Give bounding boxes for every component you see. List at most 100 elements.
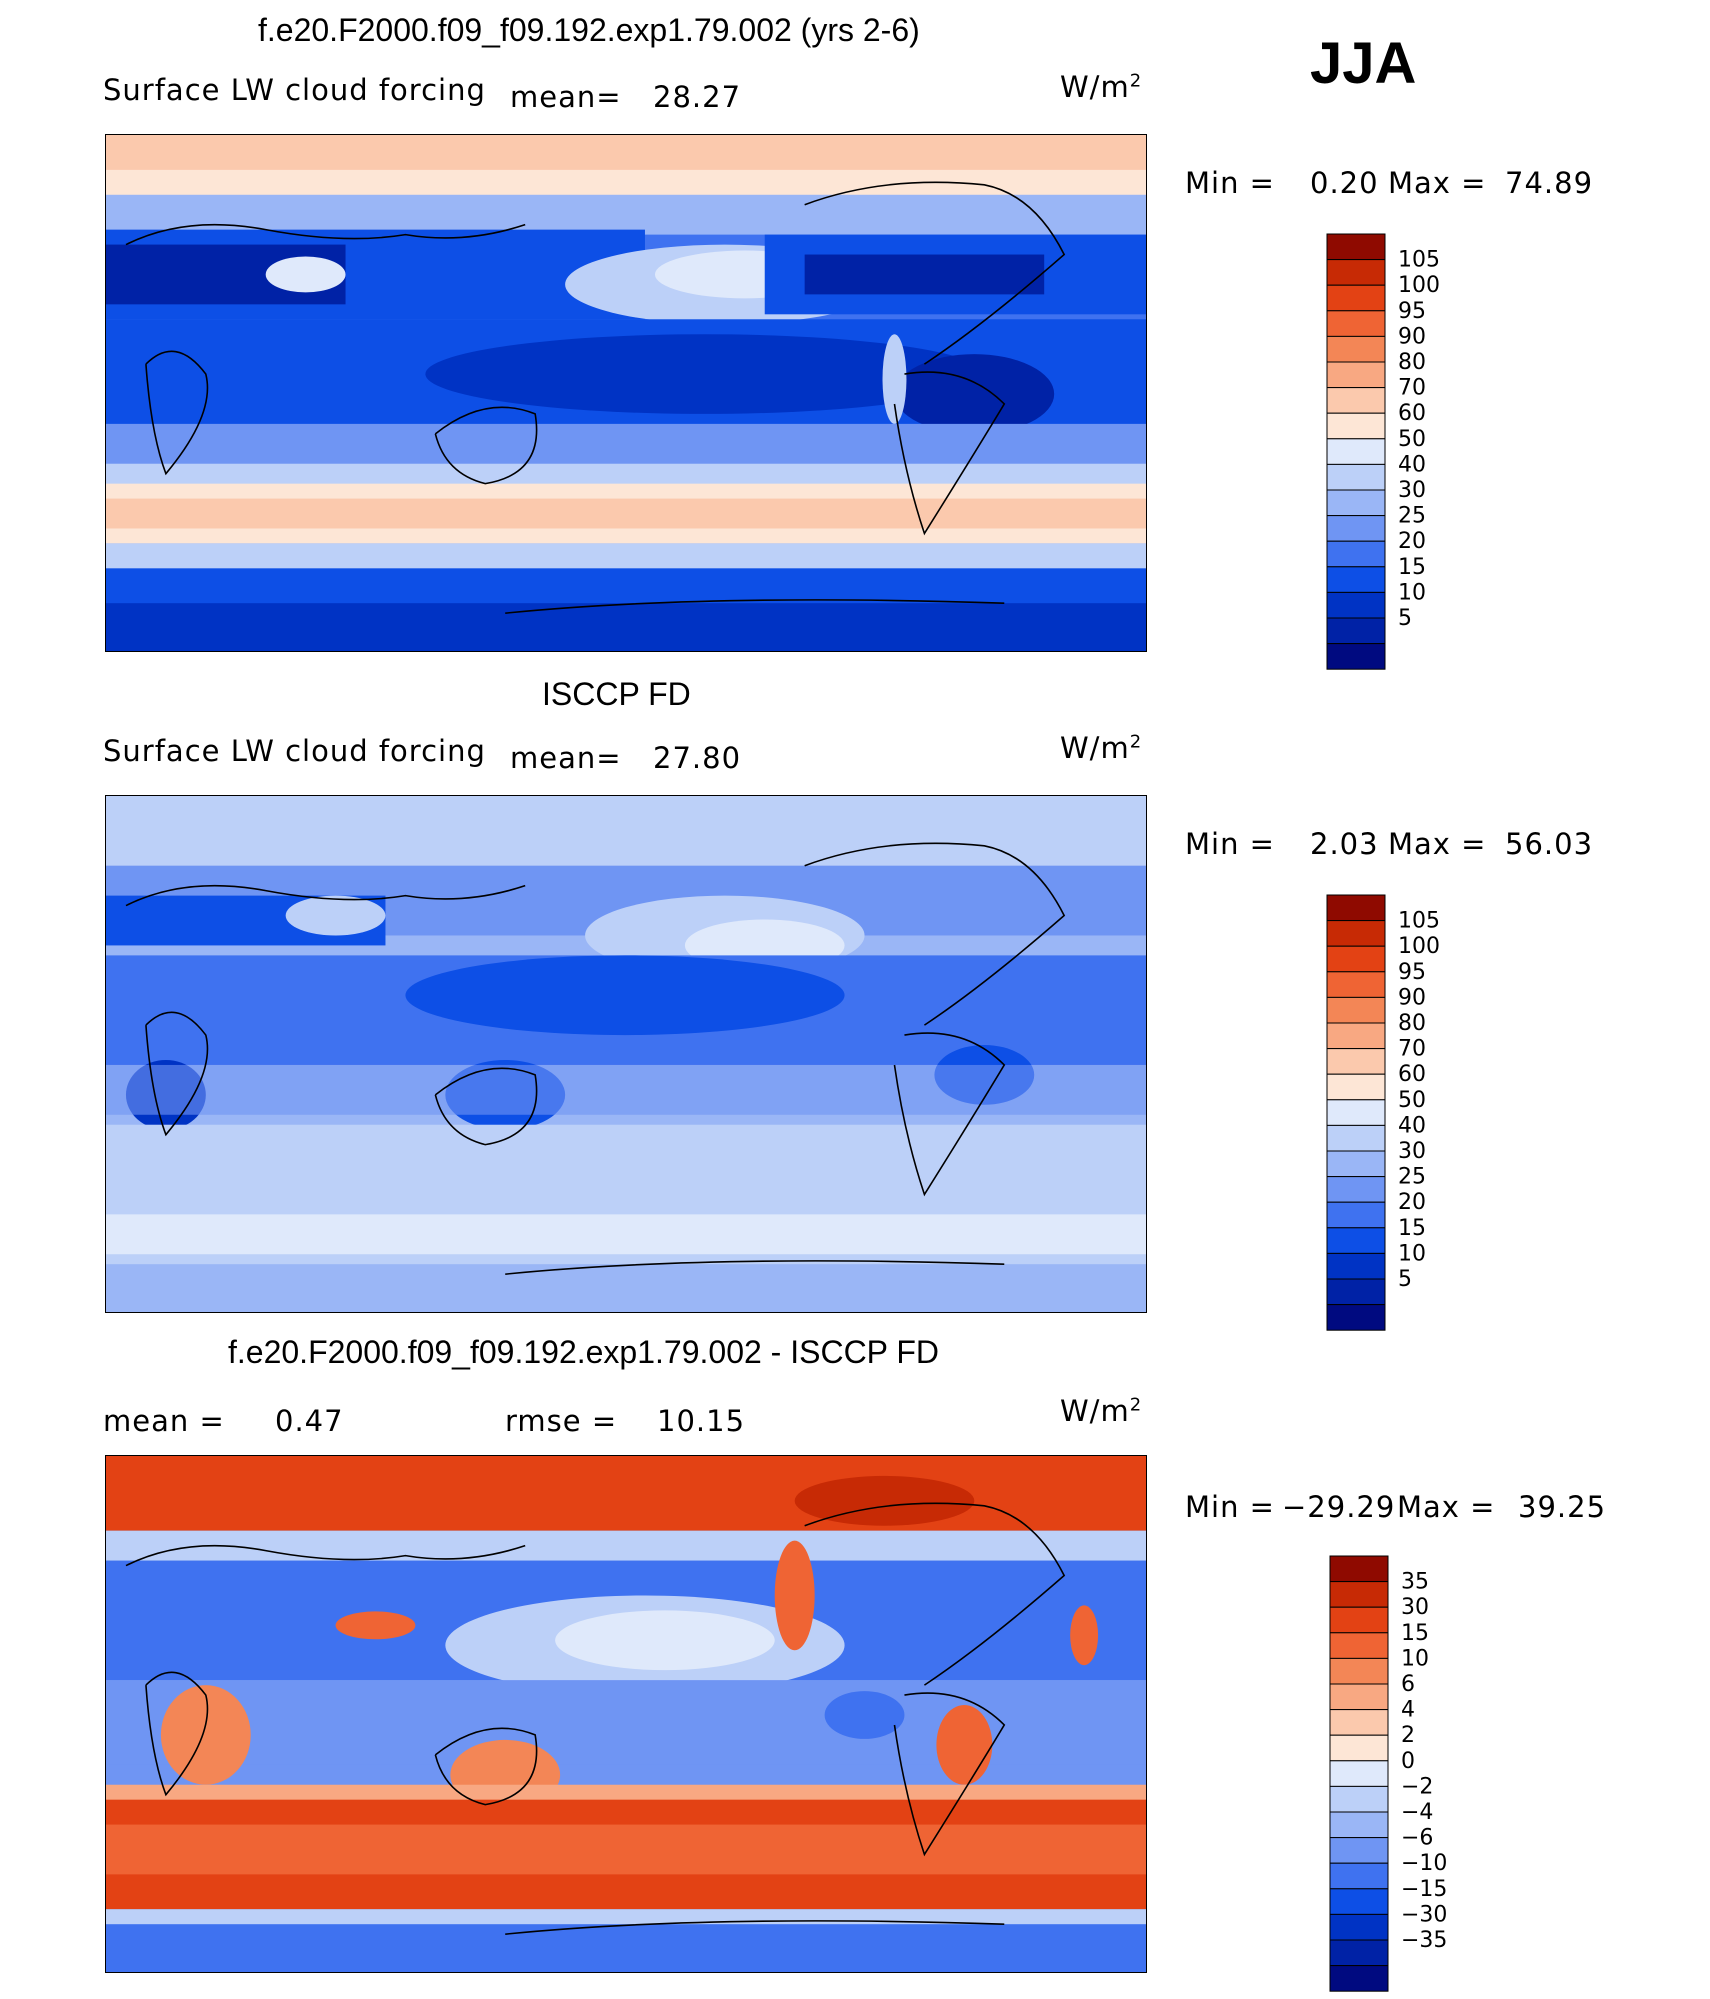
panel1-units: W/m2: [1060, 70, 1143, 104]
colorbar-swatch: [1326, 894, 1386, 922]
panel1-title: f.e20.F2000.f09_f09.192.exp1.79.002 (yrs…: [258, 12, 920, 48]
colorbar-swatch: [1329, 1657, 1389, 1685]
colorbar-swatch: [1326, 438, 1386, 465]
panel2-units: W/m2: [1060, 731, 1143, 765]
colorbar-tick-label: 80: [1398, 350, 1426, 375]
colorbar-tick-label: 10: [1398, 1241, 1426, 1266]
colorbar-swatch: [1326, 1022, 1386, 1050]
colorbar-swatch: [1326, 1304, 1386, 1331]
colorbar-tick-label: −2: [1401, 1774, 1433, 1799]
colorbar-tick-label: 10: [1401, 1646, 1429, 1671]
colorbar-swatch: [1326, 310, 1386, 337]
colorbar-tick-label: 15: [1401, 1621, 1429, 1646]
colorbar-swatch: [1326, 1227, 1386, 1254]
panel2-max-label: Max =: [1388, 827, 1487, 861]
panel3-rmse-value: 10.15: [657, 1404, 746, 1438]
colorbar-tick-label: 50: [1398, 427, 1426, 452]
panel1-max-value: 74.89: [1505, 166, 1594, 200]
colorbar-swatch: [1329, 1862, 1389, 1890]
colorbar-tick-label: 40: [1398, 1113, 1426, 1138]
panel3-min-value: −29.29: [1282, 1490, 1396, 1524]
colorbar-swatch: [1326, 489, 1386, 517]
colorbar-tick-label: 5: [1398, 606, 1412, 631]
colorbar-tick-label: 40: [1398, 452, 1426, 477]
colorbar-tick-label: 20: [1398, 529, 1426, 554]
colorbar-swatch: [1326, 540, 1386, 568]
panel2-map: [105, 795, 1147, 1313]
panel2-mean-label: mean=: [510, 741, 622, 775]
colorbar-swatch: [1326, 971, 1386, 998]
panel1-mean-value: 28.27: [653, 80, 742, 114]
panel2-map-svg: [106, 796, 1146, 1312]
panel3-title: f.e20.F2000.f09_f09.192.exp1.79.002 - IS…: [228, 1334, 939, 1370]
colorbar-swatch: [1326, 284, 1386, 312]
colorbar-swatch: [1326, 591, 1386, 619]
colorbar-swatch: [1329, 1939, 1389, 1967]
colorbar-swatch: [1329, 1683, 1389, 1711]
colorbar-tick-label: 5: [1398, 1267, 1412, 1292]
colorbar-tick-label: −4: [1401, 1800, 1433, 1825]
colorbar-tick-label: 70: [1398, 376, 1426, 401]
colorbar-swatch: [1326, 515, 1386, 542]
colorbar-tick-label: 90: [1398, 985, 1426, 1010]
colorbar-swatch: [1326, 617, 1386, 645]
panel1-colorbar: 105 100 95 90 80 70 60 50 40 30 25 20 15 10 5: [1326, 233, 1476, 677]
colorbar-tick-label: 30: [1401, 1595, 1429, 1620]
colorbar-swatch: [1326, 1150, 1386, 1178]
colorbar-swatch: [1326, 566, 1386, 593]
panel1-map: [105, 134, 1147, 652]
panel2-min-label: Min =: [1185, 827, 1275, 861]
panel1-mean-label: mean=: [510, 80, 622, 114]
colorbar-swatch: [1329, 1785, 1389, 1813]
colorbar-swatch: [1329, 1734, 1389, 1762]
panel1-min-label: Min =: [1185, 166, 1275, 200]
colorbar-swatch: [1329, 1606, 1389, 1634]
colorbar-tick-label: 25: [1398, 504, 1426, 529]
panel3-rmse-label: rmse =: [505, 1404, 618, 1438]
colorbar-swatch: [1326, 1073, 1386, 1101]
colorbar-tick-label: 20: [1398, 1190, 1426, 1215]
colorbar-swatch: [1329, 1913, 1389, 1941]
panel2-title: ISCCP FD: [542, 676, 691, 712]
colorbar-tick-label: 95: [1398, 299, 1426, 324]
colorbar-swatch: [1329, 1632, 1389, 1659]
colorbar-tick-label: 80: [1398, 1011, 1426, 1036]
colorbar-swatch: [1326, 1252, 1386, 1280]
colorbar-swatch: [1326, 387, 1386, 414]
panel2-mean-value: 27.80: [653, 741, 742, 775]
panel3-min-label: Min =: [1185, 1490, 1275, 1524]
colorbar-tick-label: 15: [1398, 1216, 1426, 1241]
colorbar-tick-label: 100: [1398, 934, 1440, 959]
colorbar-swatch: [1329, 1965, 1389, 1992]
colorbar-tick-label: 90: [1398, 324, 1426, 349]
colorbar-tick-label: 60: [1398, 1062, 1426, 1087]
panel1-variable-label: Surface LW cloud forcing: [103, 73, 486, 107]
colorbar-tick-label: 60: [1398, 401, 1426, 426]
colorbar-swatch: [1326, 1124, 1386, 1152]
colorbar-swatch: [1326, 1201, 1386, 1229]
colorbar-swatch: [1326, 412, 1386, 440]
colorbar-swatch: [1329, 1811, 1389, 1839]
colorbar-swatch: [1326, 335, 1386, 363]
colorbar-swatch: [1326, 1048, 1386, 1075]
panel3-map: [105, 1455, 1147, 1973]
colorbar-swatch: [1329, 1555, 1389, 1583]
colorbar-swatch: [1329, 1888, 1389, 1915]
colorbar-tick-label: −30: [1401, 1902, 1447, 1927]
colorbar-tick-label: 10: [1398, 580, 1426, 605]
panel3-max-value: 39.25: [1518, 1490, 1607, 1524]
panel1-min-value: 0.20: [1310, 166, 1379, 200]
colorbar-tick-label: 100: [1398, 273, 1440, 298]
colorbar-tick-label: 105: [1398, 248, 1440, 273]
colorbar-swatch: [1326, 361, 1386, 389]
colorbar-tick-label: 0: [1401, 1749, 1415, 1774]
colorbar-tick-label: 105: [1398, 909, 1440, 934]
panel1-max-label: Max =: [1388, 166, 1487, 200]
colorbar-swatch: [1326, 920, 1386, 947]
panel2-variable-label: Surface LW cloud forcing: [103, 734, 486, 768]
colorbar-swatch: [1329, 1837, 1389, 1864]
colorbar-swatch: [1329, 1760, 1389, 1787]
panel3-map-svg: [106, 1456, 1146, 1972]
